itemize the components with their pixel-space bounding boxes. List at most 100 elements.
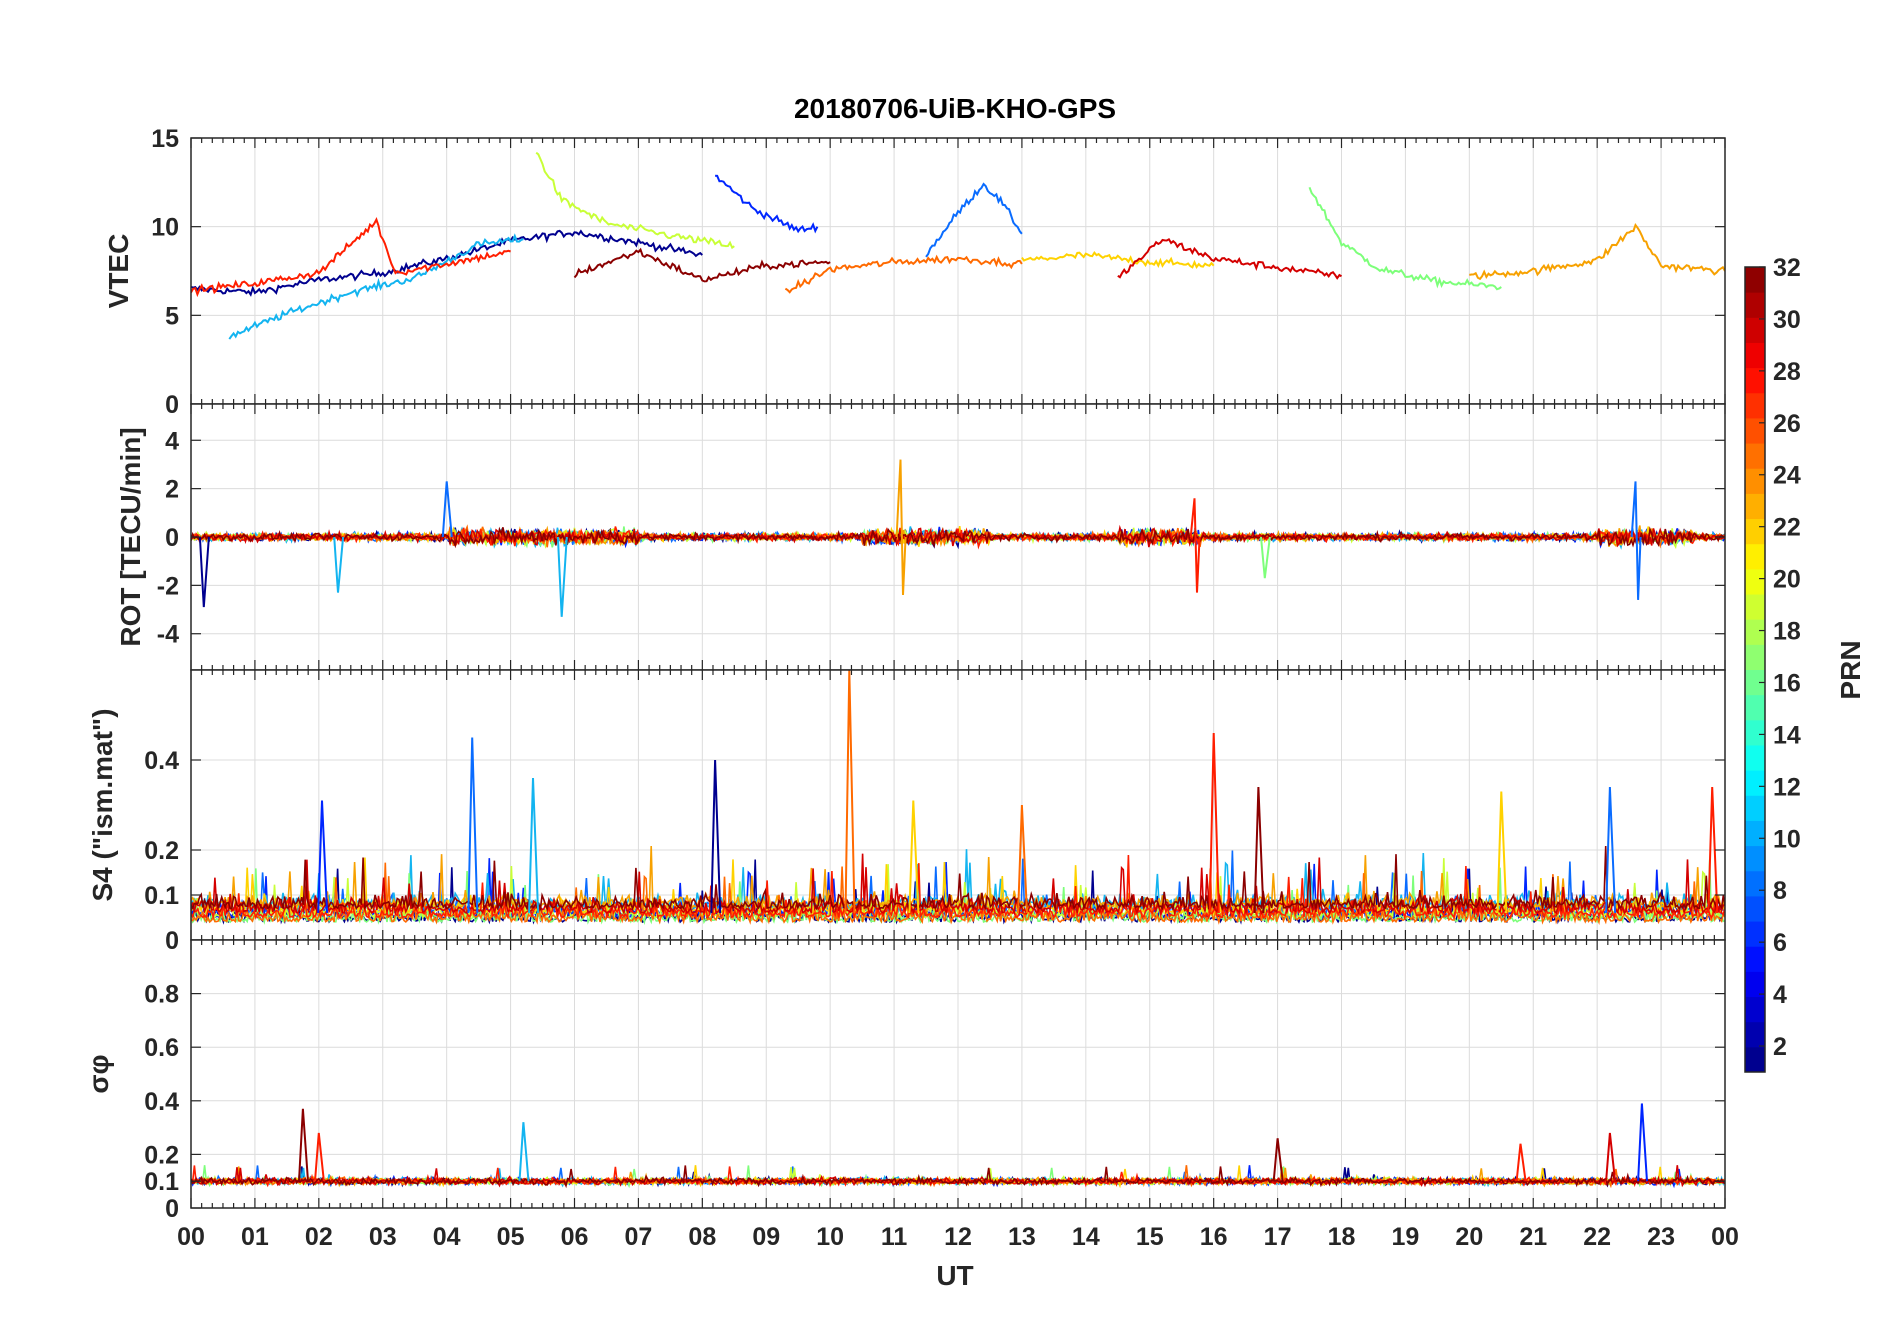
- spike-mark: [1605, 786, 1617, 914]
- y-axis-label: ROT [TECU/min]: [115, 427, 146, 646]
- spike-mark: [314, 1132, 325, 1182]
- spike-mark: [467, 737, 479, 914]
- colorbar-segment: [1745, 820, 1765, 847]
- colorbar-tick-label: 26: [1773, 410, 1801, 438]
- colorbar-segment: [1745, 317, 1765, 343]
- series-line: [191, 845, 1725, 912]
- y-tick-label: 5: [165, 302, 179, 330]
- x-tick-label: 16: [1200, 1223, 1228, 1251]
- spike-mark: [710, 759, 722, 914]
- spike-mark: [1253, 786, 1265, 914]
- series-line: [191, 1165, 1725, 1189]
- vtec-series-line: [573, 247, 831, 283]
- colorbar-segment: [1745, 1021, 1765, 1048]
- colorbar-tick-label: 30: [1773, 306, 1801, 334]
- colorbar-segment: [1745, 946, 1765, 972]
- y-tick-label: 0.1: [144, 1168, 179, 1196]
- y-tick-label: -2: [157, 572, 179, 600]
- x-tick-label: 14: [1072, 1223, 1100, 1251]
- series-group: [191, 1103, 1725, 1189]
- spike-mark: [1272, 1138, 1284, 1182]
- x-tick-label: 04: [433, 1223, 461, 1251]
- series-line: [191, 853, 1725, 916]
- y-tick-label: 0.6: [144, 1034, 179, 1062]
- y-tick-label: 0.2: [144, 837, 179, 865]
- x-tick-label: 07: [625, 1223, 653, 1251]
- y-tick-label: 15: [151, 125, 179, 153]
- colorbar-segment: [1745, 518, 1765, 545]
- y-tick-label: 0.4: [144, 1088, 179, 1116]
- y-tick-label: 0.2: [144, 1141, 179, 1169]
- panel-4: 00.10.2 0.4 0.6 0.8 σφ: [83, 939, 1726, 1223]
- colorbar-segment: [1745, 1046, 1765, 1073]
- y-tick-label: 0.1: [144, 882, 179, 910]
- colorbar-tick-label: 12: [1773, 773, 1801, 801]
- colorbar-segment: [1745, 468, 1765, 494]
- vtec-series-line: [1117, 237, 1342, 280]
- colorbar-segment: [1745, 267, 1765, 293]
- spike-mark: [1260, 536, 1271, 579]
- x-axis-label: UT: [936, 1260, 973, 1291]
- colorbar-segment: [1745, 292, 1765, 318]
- spike-mark: [556, 536, 568, 617]
- x-tick-label: 20: [1455, 1223, 1483, 1251]
- colorbar-tick-label: 20: [1773, 566, 1801, 594]
- series-line: [191, 526, 1725, 549]
- colorbar-tick-label: 24: [1773, 462, 1801, 490]
- colorbar-segment: [1745, 845, 1765, 872]
- colorbar-segment: [1745, 392, 1765, 419]
- colorbar-segment: [1745, 694, 1765, 721]
- x-tick-labels: 00 01 02 03 04 05 06 07 08 09 10 11 12 13 14 15 16 17 18 19…: [177, 1223, 1739, 1251]
- x-tick-label: 03: [369, 1223, 397, 1251]
- colorbar-tick-label: 28: [1773, 358, 1801, 386]
- panel-3: 0 0.1 0.2 0.4 S4 ("ism.mat"): [87, 669, 1726, 955]
- x-tick-label: 09: [752, 1223, 780, 1251]
- spike-mark: [441, 481, 453, 538]
- x-tick-label: 00: [177, 1223, 205, 1251]
- vtec-series-line: [1469, 223, 1725, 281]
- x-tick-label: 15: [1136, 1223, 1164, 1251]
- y-tick-label: 0.8: [144, 981, 179, 1009]
- y-tick-label: 0: [165, 1195, 179, 1223]
- colorbar-tick-label: 32: [1773, 254, 1801, 282]
- series-group: [191, 151, 1725, 340]
- y-tick-label: 2: [165, 476, 179, 504]
- colorbar-tick-label: 2: [1773, 1033, 1787, 1061]
- vtec-series-line: [925, 182, 1023, 258]
- colorbar-segment: [1745, 719, 1765, 746]
- spike-mark: [298, 1108, 309, 1182]
- x-tick-label: 12: [944, 1223, 972, 1251]
- spike-mark: [1630, 481, 1642, 600]
- spike-mark: [908, 800, 920, 914]
- colorbar-tick-label: 10: [1773, 825, 1801, 853]
- colorbar-tick-label: 6: [1773, 929, 1787, 957]
- colorbar-segment: [1745, 543, 1765, 570]
- colorbar-segment: [1745, 493, 1765, 520]
- colorbar-segment: [1745, 921, 1765, 947]
- x-tick-label: 21: [1519, 1223, 1547, 1251]
- spike-mark: [317, 800, 329, 914]
- colorbar-segment: [1745, 744, 1765, 771]
- vtec-series-line: [784, 254, 1023, 294]
- colorbar-segment: [1745, 619, 1765, 645]
- colorbar-tick-label: 4: [1773, 981, 1787, 1009]
- colorbar-segment: [1745, 367, 1765, 394]
- spike-mark: [1208, 732, 1220, 914]
- spike-mark: [1637, 1103, 1648, 1182]
- y-tick-label: 0: [165, 524, 179, 552]
- x-tick-label: 22: [1583, 1223, 1611, 1251]
- x-ticks: [190, 404, 1726, 670]
- colorbar-segment: [1745, 996, 1765, 1023]
- spike-mark: [1605, 1132, 1617, 1182]
- x-tick-label: 17: [1264, 1223, 1292, 1251]
- y-axis-label: S4 ("ism.mat"): [87, 708, 118, 901]
- vtec-series-line: [535, 151, 735, 250]
- spike-mark: [1017, 804, 1028, 914]
- y-tick-label: 10: [151, 214, 179, 242]
- y-tick-label: 4: [165, 427, 179, 455]
- x-ticks: [190, 940, 1726, 1208]
- colorbar-tick-label: 18: [1773, 618, 1801, 646]
- spike-mark: [844, 670, 856, 914]
